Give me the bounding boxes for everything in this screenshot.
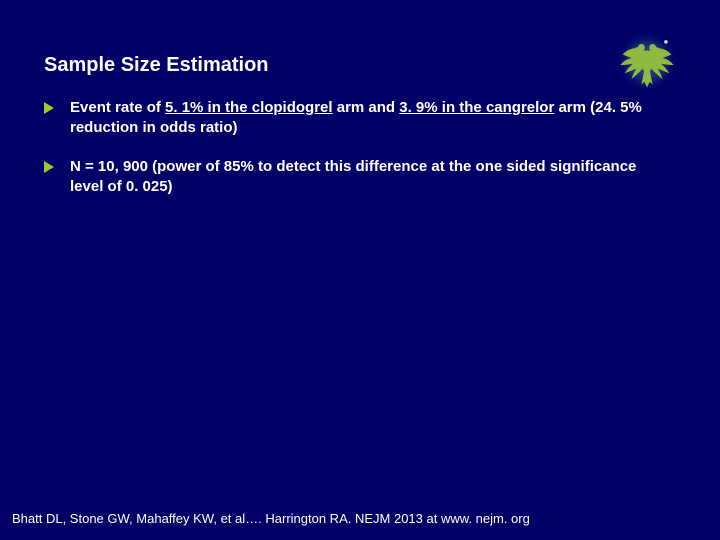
bullet-text: N = 10, 900 (power of 85% to detect this… [70,157,670,198]
page-title: Sample Size Estimation [44,54,269,77]
eagle-logo-icon [612,30,682,100]
bullet-list: Event rate of 5. 1% in the clopidogrel a… [44,98,670,215]
list-item: N = 10, 900 (power of 85% to detect this… [44,157,670,198]
list-item: Event rate of 5. 1% in the clopidogrel a… [44,98,670,139]
bullet-marker-icon [44,102,54,114]
citation-text: Bhatt DL, Stone GW, Mahaffey KW, et al….… [12,511,530,526]
bullet-marker-icon [44,161,54,173]
bullet-text: Event rate of 5. 1% in the clopidogrel a… [70,98,670,139]
